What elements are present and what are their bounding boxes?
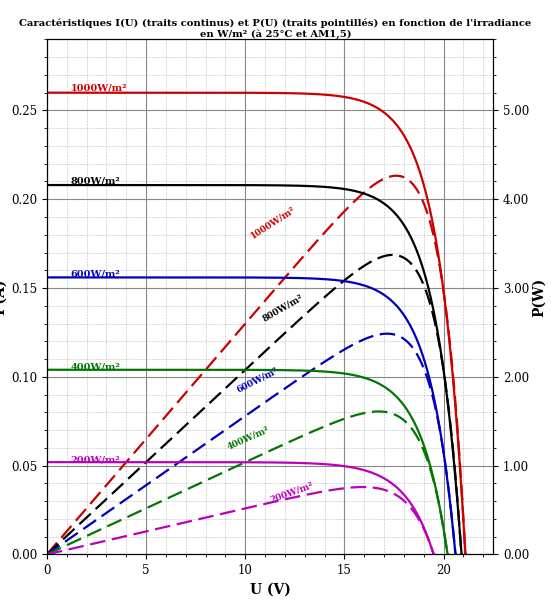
Text: 1000W/m²: 1000W/m² (249, 204, 298, 240)
Text: Caractéristiques I(U) (traits continus) et P(U) (traits pointillés) en fonction : Caractéristiques I(U) (traits continus) … (19, 18, 532, 28)
Text: 800W/m²: 800W/m² (261, 293, 305, 324)
Text: 400W/m²: 400W/m² (225, 425, 271, 451)
Text: 600W/m²: 600W/m² (235, 366, 280, 395)
Text: 200W/m²: 200W/m² (269, 481, 315, 505)
X-axis label: U (V): U (V) (250, 583, 290, 597)
Text: 200W/m²: 200W/m² (71, 456, 120, 465)
Text: 1000W/m²: 1000W/m² (71, 84, 127, 93)
Y-axis label: P(W): P(W) (532, 278, 546, 316)
Text: 600W/m²: 600W/m² (71, 269, 120, 278)
Text: en W/m² (à 25°C et AM1,5): en W/m² (à 25°C et AM1,5) (199, 29, 352, 39)
Y-axis label: I (A): I (A) (0, 279, 8, 315)
Text: 400W/m²: 400W/m² (71, 362, 120, 371)
Text: 800W/m²: 800W/m² (71, 176, 120, 185)
